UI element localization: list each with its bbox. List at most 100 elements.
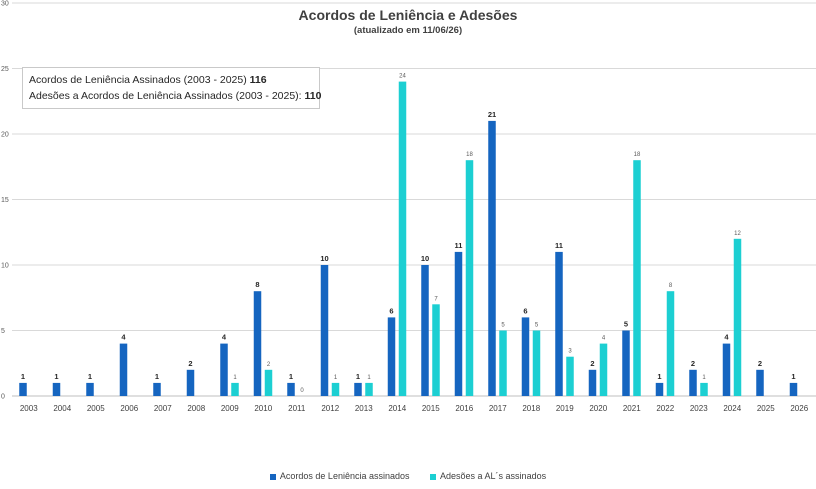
data-label-adesoes: 1: [233, 375, 237, 381]
data-label-acordos: 6: [389, 306, 393, 315]
chart-title: Acordos de Leniência e Adesões: [298, 7, 518, 23]
data-label-acordos: 1: [155, 372, 159, 381]
x-tick-label: 2023: [690, 404, 708, 413]
x-tick-label: 2026: [790, 404, 808, 413]
bar-adesoes: [499, 330, 507, 396]
data-label-adesoes: 2: [267, 362, 271, 368]
data-label-adesoes: 1: [334, 375, 338, 381]
x-axis: 2003 2004 2005 2006 2007 2008 2009 2010 2011 2012…: [20, 404, 809, 413]
y-axis: 0 5 10 15 20 25 30: [1, 1, 9, 401]
x-tick-label: 2003: [20, 404, 38, 413]
totals-acordos-value: 116: [249, 74, 267, 86]
data-label-acordos: 1: [657, 372, 661, 381]
gridlines: [12, 2, 816, 397]
y-tick-label: 15: [1, 197, 9, 204]
bar-acordos: [789, 382, 798, 396]
x-tick-label: 2018: [522, 404, 540, 413]
x-tick-label: 2015: [422, 404, 440, 413]
data-label-acordos: 2: [188, 359, 192, 368]
data-label-adesoes: 24: [399, 74, 406, 80]
data-label-adesoes: 5: [535, 323, 539, 329]
data-label-acordos: 10: [421, 254, 429, 263]
data-label-acordos: 8: [255, 280, 259, 289]
data-label-adesoes: 12: [734, 231, 741, 237]
data-label-adesoes: 1: [367, 375, 371, 381]
bar-adesoes: [365, 382, 373, 396]
bar-acordos: [253, 291, 262, 396]
bar-adesoes: [331, 382, 340, 396]
bar-acordos: [421, 265, 429, 396]
x-tick-label: 2016: [455, 404, 473, 413]
data-label-acordos: 10: [320, 254, 328, 263]
x-tick-label: 2008: [187, 404, 205, 413]
data-label-acordos: 1: [88, 372, 92, 381]
bar-adesoes: [231, 382, 239, 396]
x-tick-label: 2022: [656, 404, 674, 413]
data-label-acordos: 1: [289, 372, 293, 381]
totals-box: Acordos de Leniência Assinados (2003 - 2…: [22, 67, 321, 109]
data-label-acordos: 1: [21, 372, 25, 381]
data-label-acordos: 21: [488, 110, 496, 119]
data-label-acordos: 4: [724, 333, 729, 342]
totals-acordos-label: Acordos de Leniência Assinados (2003 - 2…: [29, 74, 250, 86]
legend-item-adesoes: Adesões a AL´s assinados: [430, 471, 546, 481]
x-tick-label: 2010: [254, 404, 272, 413]
data-label-acordos: 1: [356, 372, 360, 381]
bar-adesoes: [700, 382, 708, 396]
bar-acordos: [19, 382, 27, 396]
bar-acordos: [52, 382, 61, 396]
x-tick-label: 2009: [221, 404, 239, 413]
bar-acordos: [588, 369, 597, 396]
bar-acordos: [119, 343, 128, 396]
x-tick-label: 2007: [154, 404, 172, 413]
bar-acordos: [521, 317, 530, 396]
bar-acordos: [153, 382, 161, 396]
data-label-adesoes: 0: [300, 388, 304, 394]
x-tick-label: 2004: [53, 404, 71, 413]
bar-acordos: [622, 330, 630, 396]
x-tick-label: 2006: [120, 404, 138, 413]
x-tick-label: 2013: [355, 404, 373, 413]
chart-subtitle: (atualizado em 11/06/26): [353, 25, 463, 36]
bar-adesoes: [398, 81, 407, 396]
bar-acordos: [387, 317, 396, 396]
totals-line-adesoes: Adesões a Acordos de Leniência Assinados…: [29, 88, 321, 104]
x-tick-label: 2020: [589, 404, 607, 413]
data-label-acordos: 5: [624, 320, 628, 329]
legend-item-acordos: Acordos de Leniência assinados: [269, 471, 410, 481]
data-label-acordos: 1: [54, 372, 58, 381]
x-tick-label: 2021: [623, 404, 641, 413]
data-label-acordos: 6: [523, 306, 527, 315]
bar-adesoes: [264, 369, 273, 396]
x-tick-label: 2025: [757, 404, 775, 413]
legend-label-acordos: Acordos de Leniência assinados: [279, 471, 410, 481]
y-tick-label: 25: [1, 66, 9, 73]
bar-acordos: [454, 251, 463, 396]
bar-adesoes: [633, 160, 641, 396]
data-label-acordos: 2: [691, 359, 695, 368]
bar-acordos: [354, 382, 362, 396]
x-tick-label: 2012: [321, 404, 339, 413]
y-tick-label: 30: [1, 1, 9, 8]
data-label-adesoes: 5: [501, 323, 505, 329]
x-tick-label: 2024: [723, 404, 741, 413]
totals-adesoes-label: Adesões a Acordos de Leniência Assinados…: [29, 90, 305, 102]
bar-adesoes: [666, 291, 675, 396]
bar-acordos: [287, 382, 295, 396]
bar-acordos: [555, 251, 563, 396]
data-label-adesoes: 18: [634, 152, 641, 158]
bars: [19, 81, 798, 397]
data-label-acordos: 4: [222, 333, 227, 342]
bar-acordos: [86, 382, 94, 396]
bar-adesoes: [733, 238, 742, 396]
data-label-acordos: 11: [455, 241, 463, 250]
bar-acordos: [722, 343, 731, 396]
bar-acordos: [689, 369, 697, 396]
data-label-acordos: 11: [555, 241, 563, 250]
data-label-acordos: 2: [758, 359, 762, 368]
bar-adesoes: [465, 160, 474, 396]
legend-swatch-acordos: [269, 473, 276, 480]
